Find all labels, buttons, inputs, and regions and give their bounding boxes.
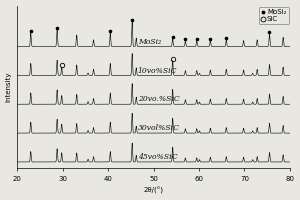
Y-axis label: Intensity: Intensity bbox=[6, 72, 12, 102]
Text: 20vo.%SiC: 20vo.%SiC bbox=[138, 95, 179, 103]
Text: MoSi₂: MoSi₂ bbox=[138, 38, 161, 46]
Text: 45vo%SiC: 45vo%SiC bbox=[138, 153, 177, 161]
Text: 30vol%SiC: 30vol%SiC bbox=[138, 124, 180, 132]
X-axis label: 2θ/(°): 2θ/(°) bbox=[143, 187, 164, 194]
Text: 10vo%SiC: 10vo%SiC bbox=[138, 67, 177, 75]
Legend: MoSi₂, SiC: MoSi₂, SiC bbox=[259, 7, 289, 24]
